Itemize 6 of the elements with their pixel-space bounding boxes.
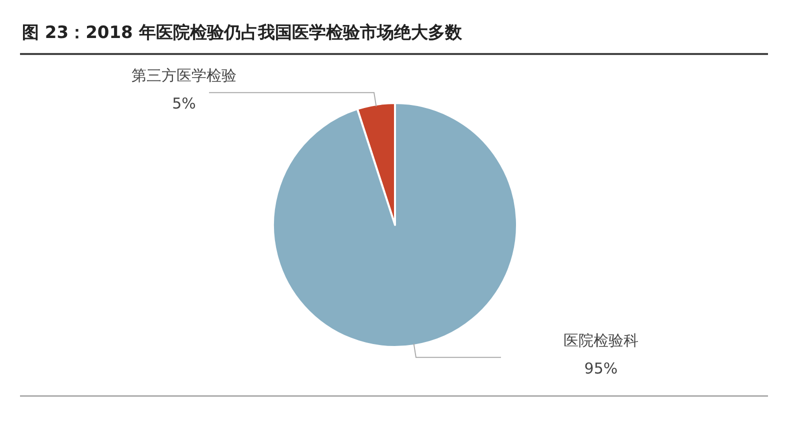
slice-label: 医院检验科 bbox=[563, 331, 638, 350]
slice-label: 第三方医学检验 bbox=[132, 66, 237, 85]
data-label: 5% bbox=[172, 94, 196, 113]
chart-title: 图 23：2018 年医院检验仍占我国医学检验市场绝大多数 bbox=[22, 23, 463, 43]
data-label: 95% bbox=[584, 359, 618, 378]
pie-slice bbox=[272, 102, 518, 348]
